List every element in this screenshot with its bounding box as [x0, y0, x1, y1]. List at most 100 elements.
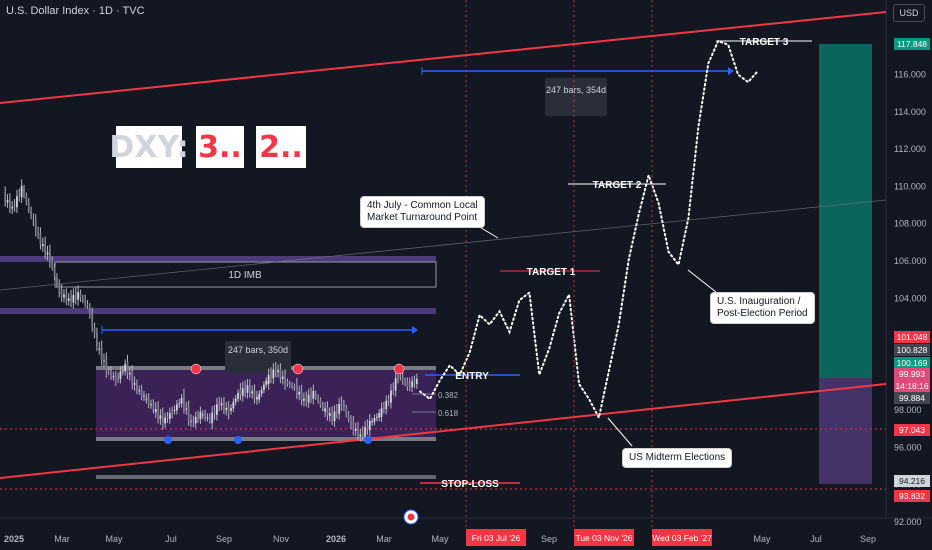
candle	[371, 421, 374, 423]
candle	[265, 380, 268, 385]
candle	[248, 384, 251, 393]
candle	[279, 369, 282, 378]
candle	[131, 371, 134, 384]
candle	[404, 381, 406, 383]
candle	[98, 348, 101, 350]
candle	[361, 432, 364, 436]
stop-label: STOP-LOSS	[441, 479, 499, 490]
bars-lower-label: 247 bars, 350d	[228, 345, 288, 355]
price-tick-label: 106.000	[894, 256, 927, 266]
price-tag	[894, 344, 930, 356]
candle	[354, 428, 357, 431]
time-tick-label: Nov	[273, 534, 290, 544]
price-tick-label: 104.000	[894, 293, 927, 303]
target-zone	[819, 44, 872, 378]
candle	[312, 391, 315, 399]
price-tag-label: 99.884	[899, 393, 925, 403]
candle	[37, 232, 40, 234]
candle	[32, 219, 35, 221]
price-tag-label: 117.848	[897, 39, 927, 49]
price-tick-label: 92.000	[894, 517, 922, 527]
candle	[277, 370, 279, 373]
candle	[93, 327, 96, 334]
candle	[359, 434, 362, 437]
candle	[34, 219, 37, 232]
candle	[406, 381, 409, 387]
time-tick-label: Sep	[541, 534, 557, 544]
candle	[150, 404, 152, 406]
candle	[51, 259, 54, 268]
candle	[293, 386, 296, 388]
midterm-callout: US Midterm Elections	[622, 448, 733, 468]
candle	[326, 407, 329, 416]
time-ticks: 2025 Mar May Jul Sep Nov 2026 Mar May Sep May Jul Se…	[4, 534, 876, 544]
target3-label: TARGET 3	[740, 37, 789, 48]
symbol-title[interactable]: U.S. Dollar Index · 1D · TVC	[6, 5, 145, 17]
candle	[368, 420, 371, 431]
candle	[112, 376, 115, 378]
candle	[121, 370, 124, 372]
price-tag	[894, 490, 930, 502]
candle	[382, 407, 385, 409]
price-axis[interactable]	[886, 0, 932, 550]
time-tick-label: Sep	[216, 534, 232, 544]
candle	[288, 383, 291, 385]
candle	[77, 291, 79, 300]
candle	[147, 397, 150, 404]
candle	[159, 415, 162, 419]
candle	[314, 393, 317, 398]
swing-high-marker	[190, 363, 202, 375]
price-tag-label: 100.169	[897, 358, 928, 368]
candle	[60, 289, 63, 297]
date-flag-label: Wed 03 Feb '27	[652, 533, 712, 543]
candle	[63, 294, 65, 298]
candle	[333, 411, 336, 422]
price-tag	[894, 475, 930, 487]
candle	[239, 389, 242, 395]
candle	[263, 384, 265, 391]
candle	[74, 293, 77, 299]
candle	[251, 391, 254, 394]
candle	[343, 402, 345, 409]
candle	[255, 396, 258, 400]
time-tick-label: Jul	[165, 534, 177, 544]
inauguration-callout-line1: U.S. Inauguration /	[717, 296, 801, 307]
fib-382-label: 0.382	[438, 391, 459, 400]
candle	[237, 392, 239, 399]
candle	[65, 293, 68, 301]
candle	[8, 199, 11, 208]
july-pointer	[477, 225, 499, 239]
candle	[157, 407, 159, 418]
candle	[25, 195, 28, 202]
candle	[41, 244, 44, 247]
bars-upper-box	[545, 78, 607, 116]
inaug-pointer	[687, 269, 717, 293]
candle	[397, 376, 399, 378]
candle	[164, 417, 167, 424]
candle	[357, 427, 359, 436]
candle	[4, 192, 7, 202]
candle	[140, 389, 143, 396]
candle	[168, 412, 171, 419]
candle	[295, 384, 298, 394]
price-tag	[894, 392, 930, 404]
price-tag	[894, 357, 930, 369]
candle	[232, 402, 235, 409]
candle	[373, 417, 376, 422]
candle	[30, 210, 32, 216]
currency-button[interactable]: USD	[893, 4, 925, 22]
candle	[194, 416, 197, 424]
candle	[413, 380, 416, 384]
candle	[392, 389, 395, 391]
inauguration-callout: U.S. Inauguration / Post-Election Period	[710, 292, 815, 324]
candle	[192, 420, 195, 423]
time-tick-label: Sep	[860, 534, 876, 544]
candle	[394, 378, 397, 391]
price-tag-label: 93.832	[899, 491, 925, 501]
bars-lower-box	[225, 341, 291, 373]
inauguration-callout-line2: Post-Election Period	[717, 308, 808, 319]
date-flag-label: Fri 03 Jul '26	[472, 533, 521, 543]
candle	[272, 369, 275, 379]
price-tag	[894, 424, 930, 436]
